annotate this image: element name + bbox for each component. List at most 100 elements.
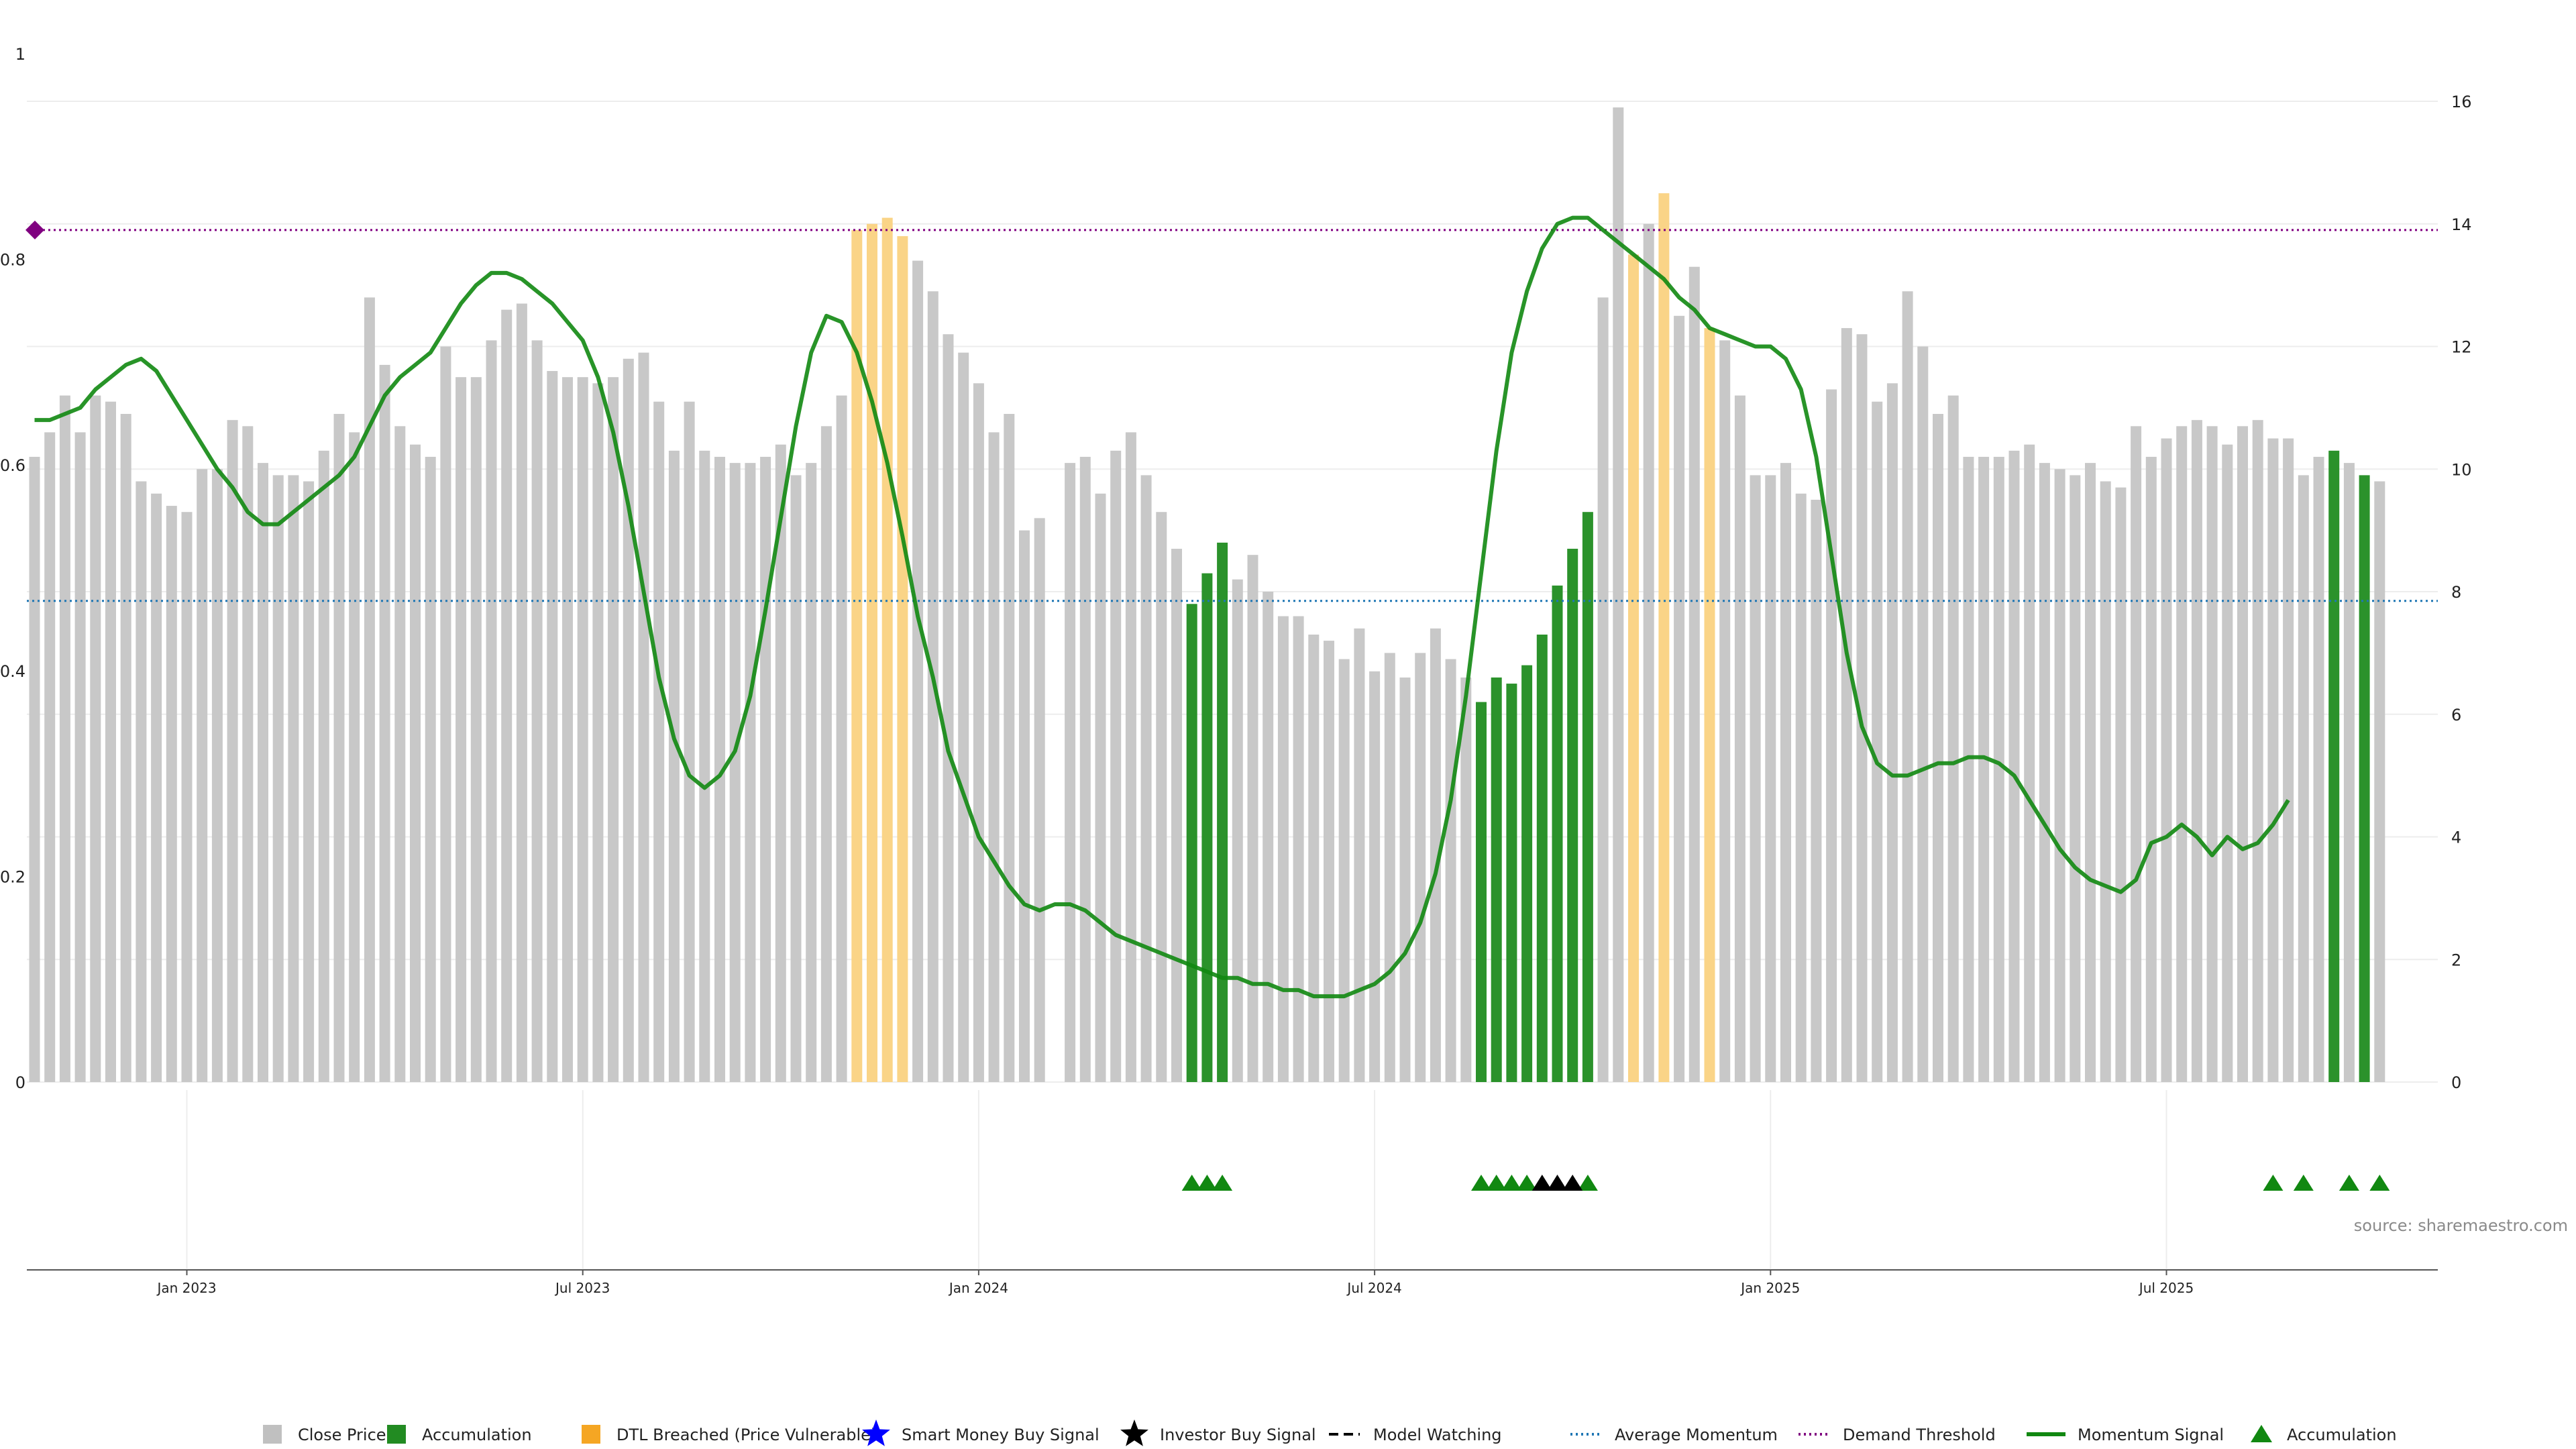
close-price-bar	[1247, 555, 1258, 1082]
demand-threshold-diamond	[25, 220, 44, 239]
accumulation-marker	[1517, 1175, 1538, 1191]
accumulation-marker	[1471, 1175, 1491, 1191]
investor-buy-marker	[1532, 1175, 1552, 1191]
close-price-bar	[608, 377, 619, 1082]
close-price-bar	[760, 456, 771, 1082]
legend-label: Demand Threshold	[1843, 1426, 1996, 1444]
close-price-bar	[2085, 463, 2096, 1082]
close-price-bar	[1338, 659, 1350, 1082]
legend-label: Accumulation	[422, 1426, 532, 1444]
close-price-bar	[486, 340, 497, 1082]
right-tick-label: 0	[2451, 1073, 2461, 1092]
close-price-bar	[258, 463, 268, 1082]
dtl-bar	[1704, 328, 1715, 1082]
legend-item: Accumulation	[2251, 1425, 2397, 1444]
close-price-bar	[1811, 499, 1822, 1082]
close-price-bar	[166, 506, 177, 1082]
x-tick-label: Jan 2024	[948, 1280, 1008, 1296]
close-price-bar	[1993, 456, 2004, 1082]
dtl-bar	[897, 236, 908, 1082]
close-price-bar	[197, 469, 208, 1082]
close-price-bar	[227, 420, 238, 1082]
close-price-bar	[242, 426, 254, 1082]
left-tick-label: 0.2	[0, 867, 25, 886]
right-axis-ticks: 0 2 4 6 8 10 12 14 16	[2451, 93, 2472, 1092]
close-price-bar	[2115, 487, 2127, 1082]
legend-label: DTL Breached (Price Vulnerable)	[616, 1426, 877, 1444]
legend-label: Momentum Signal	[2078, 1426, 2224, 1444]
legend-item: DTL Breached (Price Vulnerable)	[582, 1425, 877, 1444]
close-price-bar	[1856, 334, 1868, 1083]
close-price-bar	[1095, 493, 1106, 1082]
close-price-bar	[211, 469, 223, 1082]
close-price-bar	[1293, 616, 1304, 1082]
close-price-bar	[806, 463, 817, 1082]
close-price-bar	[2206, 426, 2218, 1082]
legend-item: Momentum Signal	[2027, 1426, 2224, 1444]
close-price-bar	[2191, 420, 2202, 1082]
accumulation-marker	[2293, 1175, 2314, 1191]
dtl-bar	[1628, 254, 1639, 1082]
legend-label: Smart Money Buy Signal	[902, 1426, 1099, 1444]
close-price-bar	[790, 475, 802, 1082]
close-price-bar	[531, 340, 543, 1082]
legend-item: Smart Money Buy Signal	[862, 1419, 1099, 1446]
close-price-bar	[501, 309, 513, 1082]
right-tick-label: 16	[2451, 93, 2472, 111]
accumulation-marker	[1197, 1175, 1218, 1191]
close-price-bar	[577, 377, 588, 1082]
accumulation-bar	[1201, 573, 1213, 1082]
close-price-bar	[1780, 463, 1791, 1082]
legend-item: Demand Threshold	[1799, 1426, 1996, 1444]
close-price-bar	[958, 352, 969, 1083]
close-price-bar	[2283, 438, 2294, 1082]
close-price-bar	[2008, 450, 2020, 1082]
close-price-bar	[1643, 223, 1654, 1082]
legend-item: Close Price	[263, 1425, 386, 1444]
dtl-bar	[881, 217, 893, 1082]
close-price-bar	[912, 260, 924, 1083]
close-price-bar	[1597, 297, 1609, 1082]
x-tick-label: Jul 2024	[1346, 1280, 1401, 1296]
legend-label: Average Momentum	[1615, 1426, 1778, 1444]
legend-item: Model Watching	[1329, 1426, 1502, 1444]
close-price-bar	[2252, 420, 2263, 1082]
close-price-bar	[1460, 677, 1472, 1082]
accumulation-bar	[1186, 604, 1197, 1082]
close-price-bar	[1399, 677, 1411, 1082]
close-price-bar	[1841, 328, 1852, 1082]
close-price-bar	[547, 371, 558, 1082]
left-tick-label: 0	[15, 1073, 25, 1092]
close-price-bar	[425, 456, 436, 1082]
close-price-bar	[105, 401, 116, 1082]
close-price-bar	[623, 358, 634, 1082]
close-price-bar	[59, 395, 70, 1082]
close-price-bar	[272, 475, 284, 1082]
close-price-bar	[714, 456, 725, 1082]
legend: Close Price Accumulation DTL Breached (Pri…	[263, 1419, 2397, 1446]
right-tick-label: 10	[2451, 460, 2472, 479]
close-price-bar	[1277, 616, 1289, 1082]
close-price-bar	[1917, 346, 1929, 1082]
accumulation-marker	[1181, 1175, 1202, 1191]
close-price-bar	[1156, 512, 1167, 1082]
close-price-bar	[820, 426, 832, 1082]
accumulation-bar	[1552, 585, 1563, 1082]
close-price-bar	[1613, 107, 1624, 1083]
close-price-bar	[181, 512, 193, 1082]
close-price-bar	[1125, 432, 1136, 1082]
accumulation-marker	[1501, 1175, 1522, 1191]
close-price-bar	[638, 352, 649, 1083]
accumulation-bar	[2359, 475, 2370, 1082]
close-price-bar	[2267, 438, 2279, 1082]
accumulation-bar	[1567, 549, 1578, 1082]
close-price-bar	[2145, 456, 2157, 1082]
close-price-bar	[1384, 653, 1395, 1082]
legend-label: Investor Buy Signal	[1160, 1426, 1316, 1444]
close-price-bar	[1171, 549, 1182, 1082]
close-price-bar	[1688, 266, 1700, 1082]
close-price-bar	[1369, 671, 1381, 1082]
close-price-bar	[2131, 426, 2142, 1082]
close-price-bar	[394, 426, 406, 1082]
